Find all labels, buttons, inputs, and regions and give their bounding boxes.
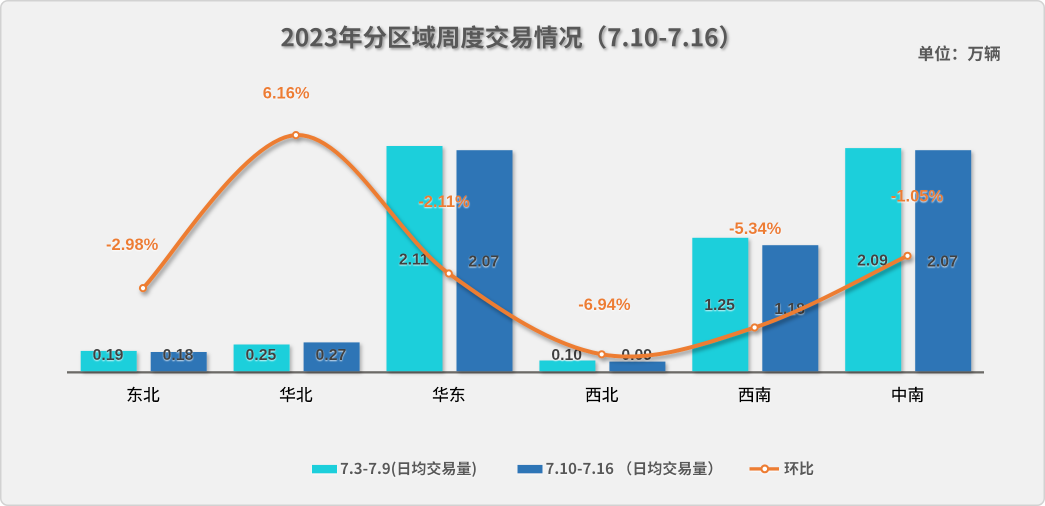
svg-text:2.07: 2.07 [927,253,958,270]
svg-text:-5.34%: -5.34% [729,220,782,238]
svg-text:0.19: 0.19 [93,347,124,364]
svg-text:-2.11%: -2.11% [418,193,470,211]
svg-text:-6.94%: -6.94% [578,296,631,314]
svg-text:0.27: 0.27 [316,347,347,364]
svg-text:-2.98%: -2.98% [106,236,159,254]
svg-text:6.16%: 6.16% [263,84,310,102]
svg-text:1.25: 1.25 [704,297,735,314]
svg-text:2.09: 2.09 [857,252,888,269]
svg-text:2.11: 2.11 [399,251,429,268]
svg-text:-1.05%: -1.05% [891,188,944,206]
svg-text:0.25: 0.25 [246,347,277,364]
svg-text:0.18: 0.18 [163,347,194,364]
svg-text:2.07: 2.07 [468,253,499,270]
svg-text:0.10: 0.10 [551,347,582,364]
svg-text:1.18: 1.18 [774,301,805,318]
